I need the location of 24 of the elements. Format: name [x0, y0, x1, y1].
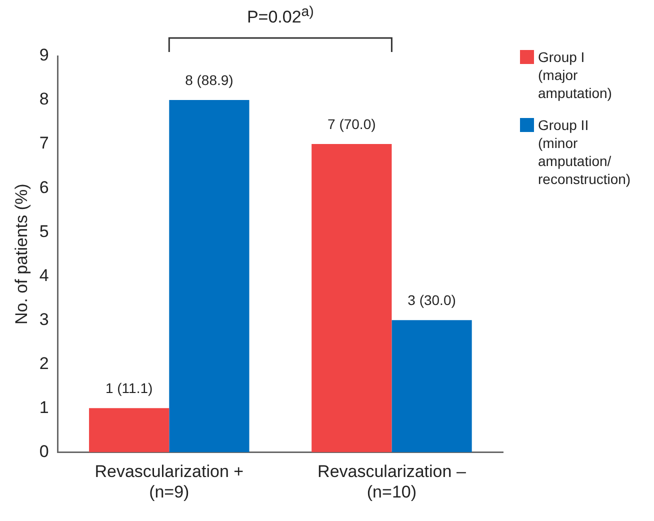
data-label: 1 (11.1) [105, 380, 153, 396]
y-tick-label: 3 [39, 310, 49, 329]
bar [392, 320, 472, 452]
text: P=0.02$^{a)}$ [246, 4, 315, 28]
data-label: 8 (88.9) [185, 72, 234, 88]
legend-label: Group I (major amputation) [538, 48, 613, 102]
bar [89, 408, 170, 452]
bar [169, 100, 250, 452]
y-tick-label: 2 [39, 354, 49, 373]
y-tick-label: 5 [39, 222, 49, 241]
y-axis-title: No. of patients (%) [12, 184, 31, 324]
y-tick-label: 4 [39, 266, 49, 285]
data-label: 3 (30.0) [408, 292, 456, 308]
x-tick-label: Revascularization – (n=10) [318, 462, 466, 502]
y-tick-label: 1 [39, 398, 49, 417]
bar [312, 144, 392, 452]
y-tick-label: 6 [39, 178, 49, 197]
data-label: 7 (70.0) [328, 116, 376, 132]
y-tick-label: 7 [39, 134, 49, 153]
y-tick-label: 9 [39, 46, 49, 65]
y-tick-label: 8 [39, 90, 49, 109]
x-tick-label: Revascularization + (n=9) [94, 462, 244, 502]
y-tick-label: 0 [39, 442, 49, 461]
legend-label: Group II (minor amputation/ reconstruction) [538, 116, 632, 188]
